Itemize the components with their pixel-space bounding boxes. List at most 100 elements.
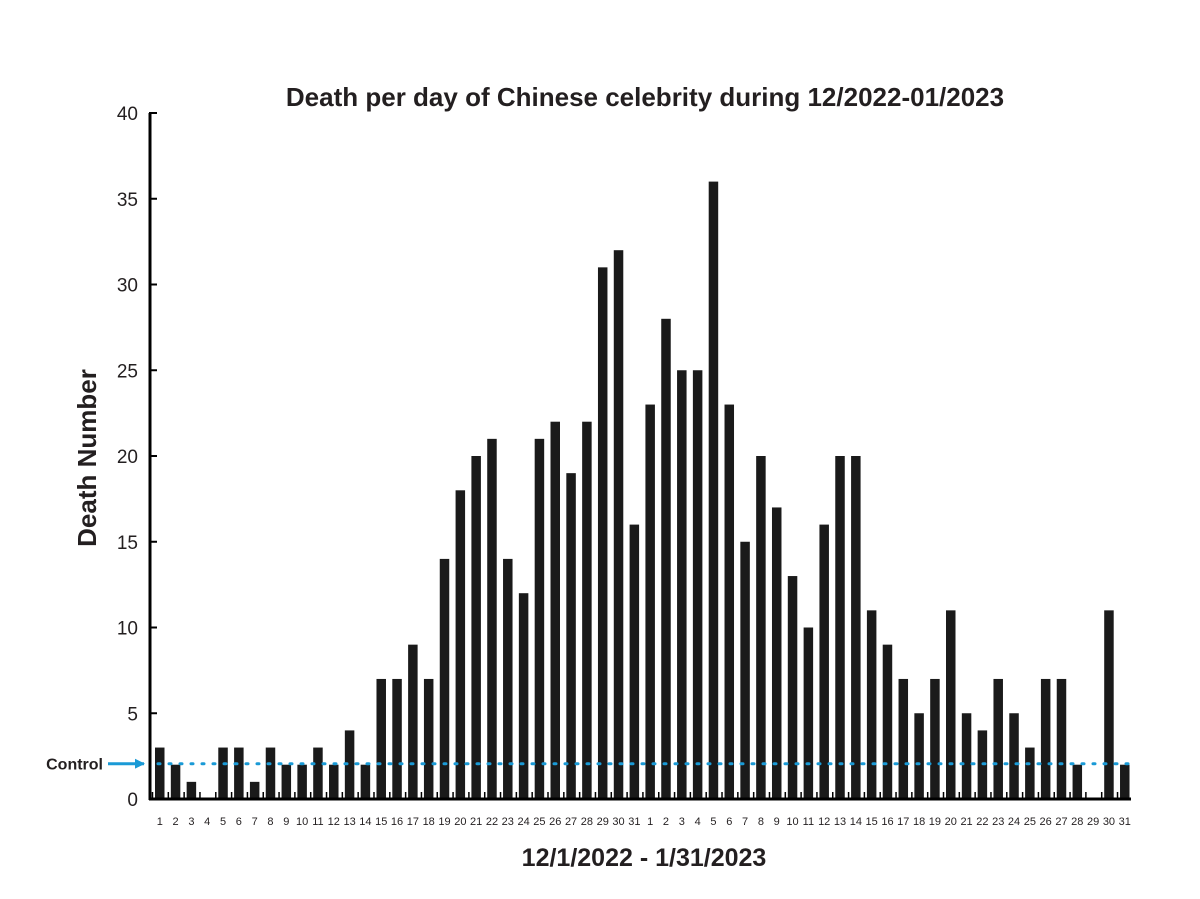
axes-group [148,113,1131,801]
y-ticks: 0 5 10 15 20 25 30 35 40 [117,104,157,811]
x-tick-label: 12 [818,816,830,828]
y-tick-label: 10 [117,619,138,640]
bar [740,541,750,799]
bar [155,747,165,799]
y-tick-label: 0 [127,790,138,811]
y-tick-label: 25 [117,361,138,382]
bar [787,576,798,799]
bar [297,764,307,799]
x-tick-label: 9 [283,816,289,828]
x-tick-label: 20 [454,816,466,828]
y-tick-label: 35 [117,190,138,211]
bar [771,507,782,799]
x-tick-label: 31 [628,816,640,828]
x-tick-label: 23 [502,816,514,828]
x-tick-label: 3 [679,816,685,828]
x-tick-label: 17 [407,816,419,828]
bar [961,713,972,799]
bar [471,456,481,799]
x-tick-label: 14 [850,816,862,828]
bar [186,781,197,799]
bar [582,421,592,799]
x-tick-label: 28 [581,816,593,828]
x-tick-label: 11 [803,816,814,828]
x-tick-label: 28 [1071,816,1083,828]
control-label: Control [46,757,103,774]
bar [1025,747,1035,799]
bar [1104,610,1114,799]
x-tick-label: 17 [897,816,909,828]
bar [1040,678,1051,799]
bar [677,370,687,799]
bar [234,747,244,799]
x-tick-label: 19 [438,816,450,828]
x-tick-label: 27 [1055,816,1067,828]
bar [882,644,893,799]
x-tick-label: 4 [695,816,701,828]
x-tick-label: 1 [647,816,653,828]
bar [866,610,877,799]
x-tick-label: 2 [173,816,179,828]
bar [281,764,292,799]
bar [344,730,355,799]
x-axis-label: 12/1/2022 - 1/31/2023 [522,844,767,872]
bar [518,593,529,799]
x-tick-label: 25 [1024,816,1036,828]
x-tick-label: 2 [663,816,669,828]
x-tick-label: 12 [328,816,340,828]
bar [249,781,260,799]
bar [265,747,276,799]
bar [329,764,339,799]
bar [597,267,608,800]
x-tick-label: 29 [1087,816,1099,828]
bar [439,558,450,799]
x-tick-label: 30 [612,816,624,828]
bar [550,421,560,799]
y-tick-label: 20 [117,447,138,468]
x-tick-label: 19 [929,816,941,828]
bar [534,438,545,799]
bar [376,678,386,799]
y-tick-label: 15 [117,533,138,554]
x-tick-label: 1 [157,816,163,828]
bar [851,456,861,799]
x-tick-label: 3 [188,816,194,828]
bar [566,473,576,799]
x-tick-label: 4 [204,816,210,828]
y-tick-label: 30 [117,276,138,297]
bar [1056,678,1067,799]
bar [993,678,1003,799]
y-tick-label: 40 [117,104,138,125]
x-tick-label: 8 [758,816,764,828]
x-tick-label: 23 [992,816,1004,828]
bar [313,747,323,799]
x-tick-label: 9 [774,816,780,828]
x-tick-label: 26 [549,816,561,828]
bar [946,610,956,799]
bar [835,456,845,799]
x-tick-label: 29 [597,816,609,828]
y-axis-label: Death Number [72,369,102,547]
x-tick-label: 7 [742,816,748,828]
x-tick-label: 10 [786,816,798,828]
bar [756,456,766,799]
x-tick-label: 5 [220,816,226,828]
bar [914,713,924,799]
x-tick-label: 14 [359,816,371,828]
bar [629,524,640,799]
x-tick-label: 5 [710,816,716,828]
x-tick-label: 10 [296,816,308,828]
y-tick-label: 5 [127,704,138,725]
bar [661,318,671,799]
bar [218,747,228,799]
bar [392,678,402,799]
bar [360,764,371,799]
bar [423,678,434,799]
bar [408,644,418,799]
x-tick-label: 6 [236,816,242,828]
x-tick-label: 7 [252,816,258,828]
x-tick-label: 24 [517,816,529,828]
bar [930,678,940,799]
